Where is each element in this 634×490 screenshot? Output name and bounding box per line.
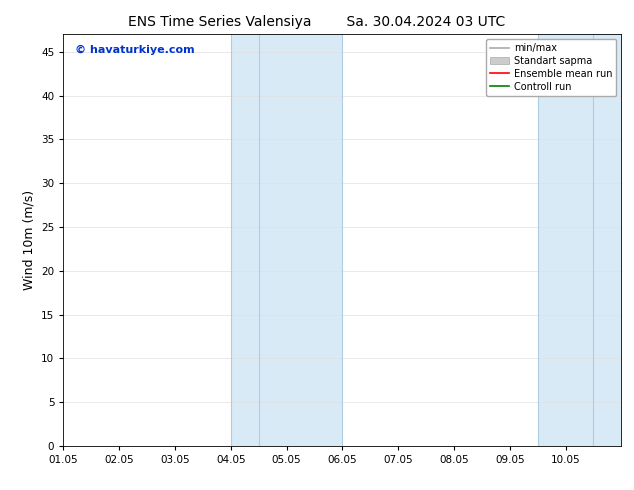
Text: ENS Time Series Valensiya        Sa. 30.04.2024 03 UTC: ENS Time Series Valensiya Sa. 30.04.2024… (128, 15, 506, 29)
Bar (538, 34, 621, 446)
Legend: min/max, Standart sapma, Ensemble mean run, Controll run: min/max, Standart sapma, Ensemble mean r… (486, 39, 616, 96)
Text: © havaturkiye.com: © havaturkiye.com (75, 45, 194, 55)
Bar (231, 34, 342, 446)
Y-axis label: Wind 10m (m/s): Wind 10m (m/s) (23, 190, 36, 290)
